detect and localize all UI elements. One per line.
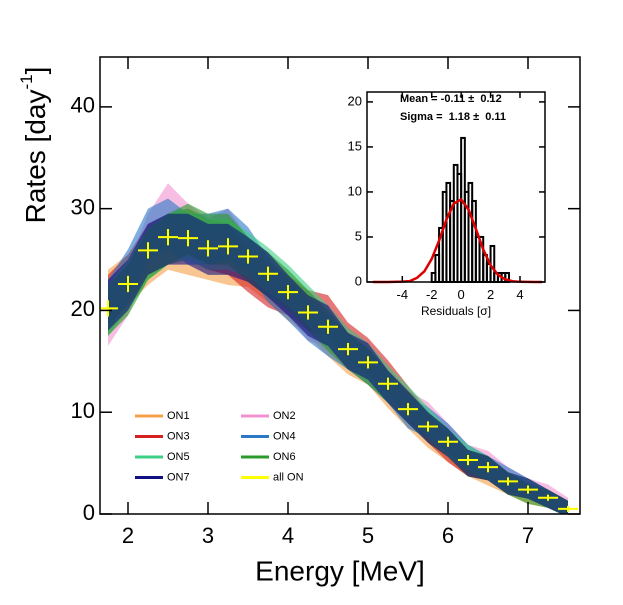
- inset-x-label: Residuals [σ]: [421, 304, 491, 318]
- x-tick-label: 5: [362, 523, 374, 548]
- y-tick-label: 40: [71, 93, 95, 118]
- fit-stat: Sigma = 1.18 ± 0.11: [400, 111, 506, 123]
- x-axis-label: Energy [MeV]: [255, 555, 425, 586]
- y-label-end: ]: [20, 67, 51, 75]
- legend-label: ON3: [167, 430, 190, 442]
- x-tick-label: -2: [426, 287, 438, 302]
- y-tick-label: 0: [83, 500, 95, 525]
- y-label-exp: -1: [17, 74, 36, 89]
- inset-bg: [367, 92, 545, 282]
- y-tick-label: 30: [71, 194, 95, 219]
- y-axis-label: Rates [day-1]: [17, 67, 51, 224]
- fit-stat: Mean = -0.11 ± 0.12: [400, 93, 502, 105]
- x-tick-label: 6: [442, 523, 454, 548]
- x-tick-label: 4: [282, 523, 294, 548]
- legend-label: ON5: [167, 451, 190, 463]
- y-tick-label: 20: [348, 93, 362, 108]
- legend-label: ON4: [273, 430, 296, 442]
- legend-label: ON6: [273, 451, 296, 463]
- x-tick-label: 7: [522, 523, 534, 548]
- x-tick-label: 3: [202, 523, 214, 548]
- x-tick-label: 2: [487, 287, 494, 302]
- x-tick-label: 0: [458, 287, 465, 302]
- plot-frame: [366, 91, 546, 283]
- y-tick-label: 5: [355, 228, 362, 243]
- legend-label: all ON: [273, 471, 304, 483]
- y-tick-label: 10: [348, 183, 362, 198]
- y-tick-label: 15: [348, 138, 362, 153]
- fit-curve: [372, 197, 543, 284]
- error-band: [108, 213, 568, 514]
- x-tick-label: 2: [122, 523, 134, 548]
- plot-frame: [99, 56, 581, 515]
- x-tick-label: 4: [516, 287, 523, 302]
- plot-area: [100, 183, 578, 514]
- legend-label: ON7: [167, 471, 190, 483]
- y-tick-label: 20: [71, 296, 95, 321]
- y-label-text: Rates [day: [20, 90, 51, 224]
- y-tick-label: 10: [71, 398, 95, 423]
- legend-label: ON1: [167, 410, 190, 422]
- legend-label: ON2: [273, 410, 296, 422]
- y-tick-label: 0: [355, 273, 362, 288]
- x-tick-label: -4: [397, 287, 409, 302]
